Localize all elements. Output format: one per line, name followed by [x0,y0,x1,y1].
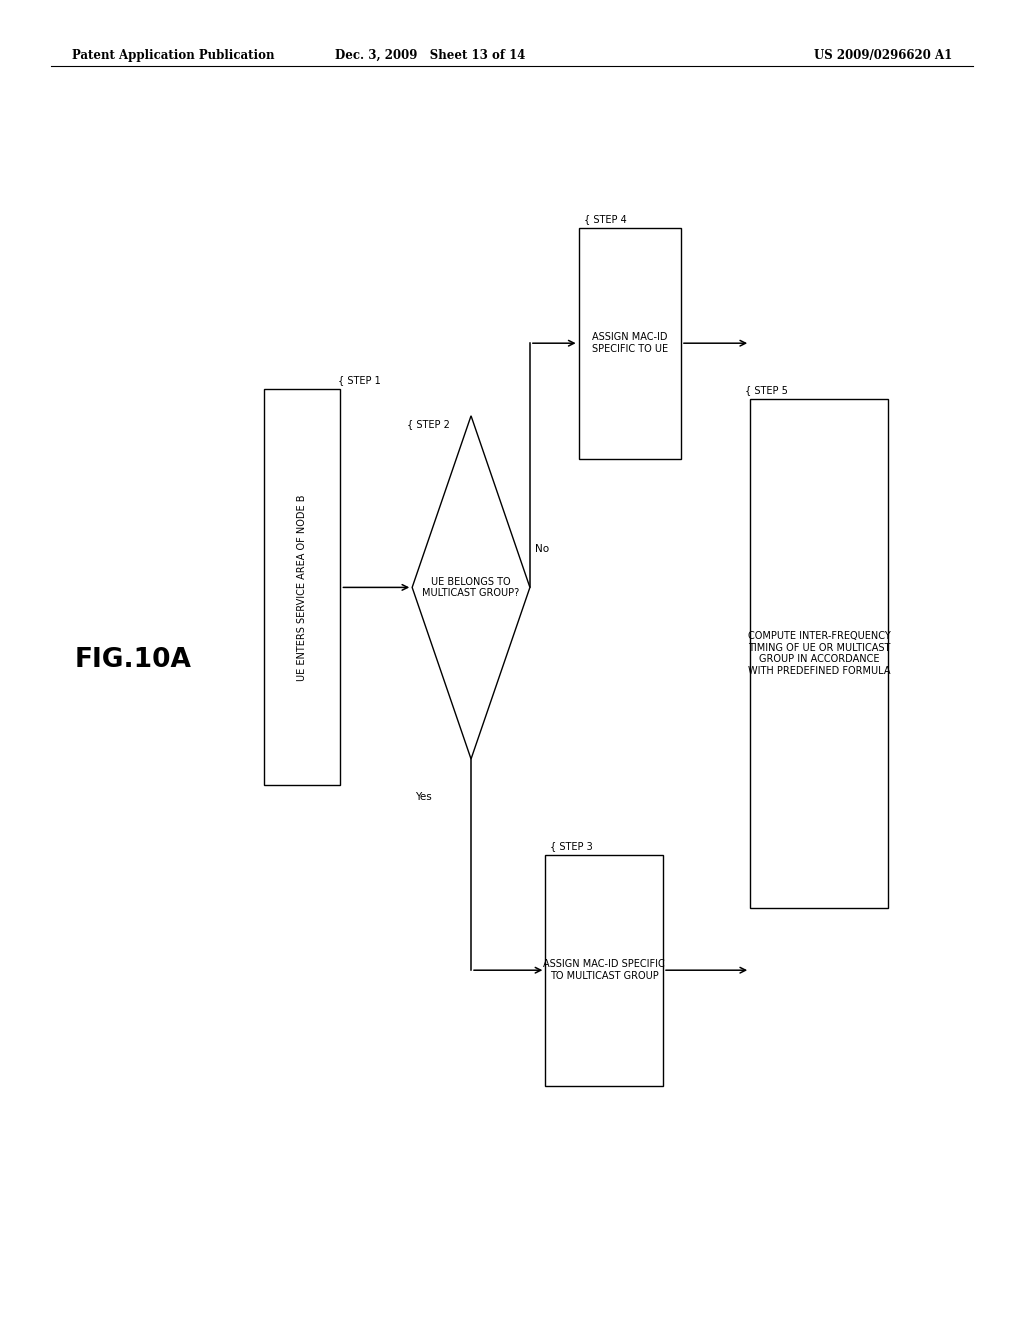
Text: FIG.10A: FIG.10A [75,647,191,673]
Text: Yes: Yes [415,792,431,803]
Text: Patent Application Publication: Patent Application Publication [72,49,274,62]
Text: ASSIGN MAC-ID
SPECIFIC TO UE: ASSIGN MAC-ID SPECIFIC TO UE [592,333,668,354]
Text: US 2009/0296620 A1: US 2009/0296620 A1 [814,49,952,62]
Text: { STEP 5: { STEP 5 [745,385,787,396]
Bar [750,399,889,908]
Text: UE ENTERS SERVICE AREA OF NODE B: UE ENTERS SERVICE AREA OF NODE B [297,494,307,681]
Text: ASSIGN MAC-ID SPECIFIC
TO MULTICAST GROUP: ASSIGN MAC-ID SPECIFIC TO MULTICAST GROU… [544,960,665,981]
Text: Dec. 3, 2009   Sheet 13 of 14: Dec. 3, 2009 Sheet 13 of 14 [335,49,525,62]
Text: { STEP 3: { STEP 3 [551,841,593,850]
Text: UE BELONGS TO
MULTICAST GROUP?: UE BELONGS TO MULTICAST GROUP? [423,577,519,598]
Bar [579,227,681,459]
Text: COMPUTE INTER-FREQUENCY
TIMING OF UE OR MULTICAST
GROUP IN ACCORDANCE
WITH PREDE: COMPUTE INTER-FREQUENCY TIMING OF UE OR … [748,631,891,676]
Text: { STEP 1: { STEP 1 [338,375,381,385]
Text: No: No [536,544,549,554]
Text: { STEP 4: { STEP 4 [584,214,627,223]
Polygon shape [412,416,530,759]
Bar [545,855,664,1085]
Bar [264,389,340,785]
Text: { STEP 2: { STEP 2 [408,418,450,429]
